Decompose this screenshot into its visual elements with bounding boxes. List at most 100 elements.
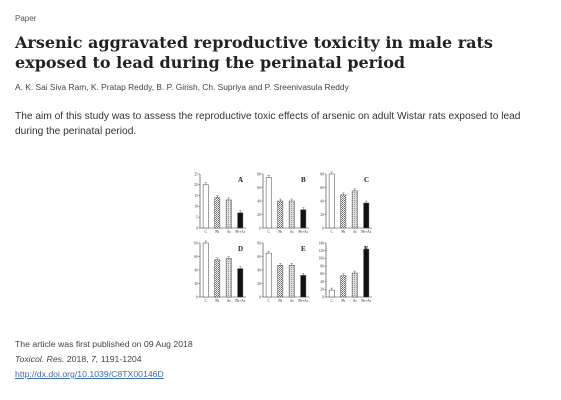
bar-as xyxy=(225,199,232,229)
bar-pb xyxy=(214,259,221,298)
x-tick-label: C xyxy=(205,230,208,234)
y-tick-label: 60 xyxy=(320,272,324,276)
y-tick-label: 60 xyxy=(257,186,261,190)
y-tick-label: 60 xyxy=(320,186,324,190)
x-tick-label: As xyxy=(290,230,295,234)
volume: 7, xyxy=(91,354,99,364)
y-tick-label: 0 xyxy=(259,295,261,299)
y-tick-label: 80 xyxy=(320,264,324,268)
x-tick-label: C xyxy=(205,299,208,303)
y-tick-label: 10 xyxy=(194,205,198,209)
x-tick-label: C xyxy=(268,299,271,303)
y-tick-label: 60 xyxy=(257,255,261,259)
chart-panel-f: 0 20 40 60 80 100 120 140 C Pb As Pb+As F xyxy=(318,241,372,303)
bar-pb-as xyxy=(363,248,370,298)
graphical-abstract-figure: 0 5 10 15 20 25 C Pb As Pb+As A 0 20 40 60 80 C Pb As Pb+As… xyxy=(186,168,375,310)
bar-as xyxy=(288,265,295,298)
panel-label: A xyxy=(238,176,243,184)
x-tick-label: Pb xyxy=(278,299,282,303)
y-tick-label: 120 xyxy=(318,249,324,253)
panel-label: E xyxy=(301,245,306,253)
bar-pb-as xyxy=(237,268,244,298)
author-list: A. K. Sai Siva Ram, K. Pratap Reddy, B. … xyxy=(15,82,349,92)
chart-panel-c: 0 20 40 60 80 C Pb As Pb+As C xyxy=(320,171,372,234)
y-tick-label: 20 xyxy=(194,282,198,286)
y-tick-label: 80 xyxy=(194,241,198,245)
panel-label: F xyxy=(364,245,368,253)
x-tick-label: As xyxy=(227,230,232,234)
bar-pb-as xyxy=(237,212,244,229)
y-tick-label: 5 xyxy=(196,216,198,220)
y-tick-label: 15 xyxy=(194,194,198,198)
journal-name: Toxicol. Res. xyxy=(15,354,65,364)
bar-pb xyxy=(277,265,284,298)
x-tick-label: As xyxy=(353,299,358,303)
publication-date: The article was first published on 09 Au… xyxy=(15,339,193,349)
page-range: 1191-1204 xyxy=(100,354,142,364)
x-tick-label: As xyxy=(290,299,295,303)
bar-c xyxy=(202,242,209,298)
panel-label: C xyxy=(364,176,369,184)
bar-pb-as xyxy=(300,275,307,298)
bar-as xyxy=(288,200,295,229)
x-tick-label: Pb xyxy=(278,230,282,234)
y-tick-label: 20 xyxy=(257,282,261,286)
y-tick-label: 40 xyxy=(257,199,261,203)
chart-panel-d: 0 20 40 60 80 C Pb As Pb+As D xyxy=(194,240,246,303)
chart-panel-e: 0 20 40 60 80 C Pb As Pb+As E xyxy=(257,241,309,303)
y-tick-label: 40 xyxy=(257,268,261,272)
bar-c xyxy=(328,289,335,298)
y-tick-label: 25 xyxy=(194,172,198,176)
bar-as xyxy=(225,258,232,298)
bar-c xyxy=(328,173,335,229)
y-tick-label: 0 xyxy=(196,295,198,299)
y-tick-label: 20 xyxy=(320,288,324,292)
x-tick-label: As xyxy=(227,299,232,303)
x-tick-label: C xyxy=(331,299,334,303)
bar-pb xyxy=(340,275,347,298)
x-tick-label: Pb+As xyxy=(361,230,371,234)
y-tick-label: 20 xyxy=(320,213,324,217)
x-tick-label: Pb+As xyxy=(235,299,245,303)
y-tick-label: 40 xyxy=(194,268,198,272)
y-tick-label: 60 xyxy=(194,255,198,259)
y-tick-label: 20 xyxy=(194,183,198,187)
bar-pb xyxy=(214,197,221,229)
bar-c xyxy=(265,177,272,229)
bar-pb xyxy=(277,200,284,229)
x-tick-label: Pb+As xyxy=(298,299,308,303)
citation: Toxicol. Res. 2018, 7, 1191-1204 xyxy=(15,354,142,364)
x-tick-label: Pb+As xyxy=(298,230,308,234)
x-tick-label: As xyxy=(353,230,358,234)
y-tick-label: 140 xyxy=(318,241,324,245)
x-tick-label: Pb xyxy=(341,299,345,303)
panel-label: D xyxy=(238,245,243,253)
panel-label: B xyxy=(301,176,306,184)
doi-link[interactable]: http://dx.doi.org/10.1039/C8TX00146D xyxy=(15,369,164,379)
y-tick-label: 80 xyxy=(257,241,261,245)
article-type-label: Paper xyxy=(15,14,37,23)
bar-c xyxy=(265,252,272,298)
bar-pb xyxy=(340,194,347,229)
x-tick-label: C xyxy=(268,230,271,234)
y-tick-label: 0 xyxy=(196,226,198,230)
abstract-text: The aim of this study was to assess the … xyxy=(15,111,521,137)
bar-c xyxy=(202,184,209,229)
x-tick-label: C xyxy=(331,230,334,234)
publication-year: 2018, xyxy=(66,354,89,364)
chart-panel-a: 0 5 10 15 20 25 C Pb As Pb+As A xyxy=(194,172,246,234)
y-tick-label: 40 xyxy=(320,199,324,203)
y-tick-label: 0 xyxy=(322,226,324,230)
bar-pb-as xyxy=(363,202,370,229)
y-tick-label: 80 xyxy=(257,172,261,176)
x-tick-label: Pb xyxy=(215,230,219,234)
y-tick-label: 100 xyxy=(318,257,324,261)
bar-as xyxy=(351,272,358,298)
x-tick-label: Pb xyxy=(341,230,345,234)
x-tick-label: Pb xyxy=(215,299,219,303)
chart-panel-b: 0 20 40 60 80 C Pb As Pb+As B xyxy=(257,172,309,234)
y-tick-label: 0 xyxy=(259,226,261,230)
article-title[interactable]: Arsenic aggravated reproductive toxicity… xyxy=(15,33,493,72)
y-tick-label: 20 xyxy=(257,213,261,217)
x-tick-label: Pb+As xyxy=(235,230,245,234)
